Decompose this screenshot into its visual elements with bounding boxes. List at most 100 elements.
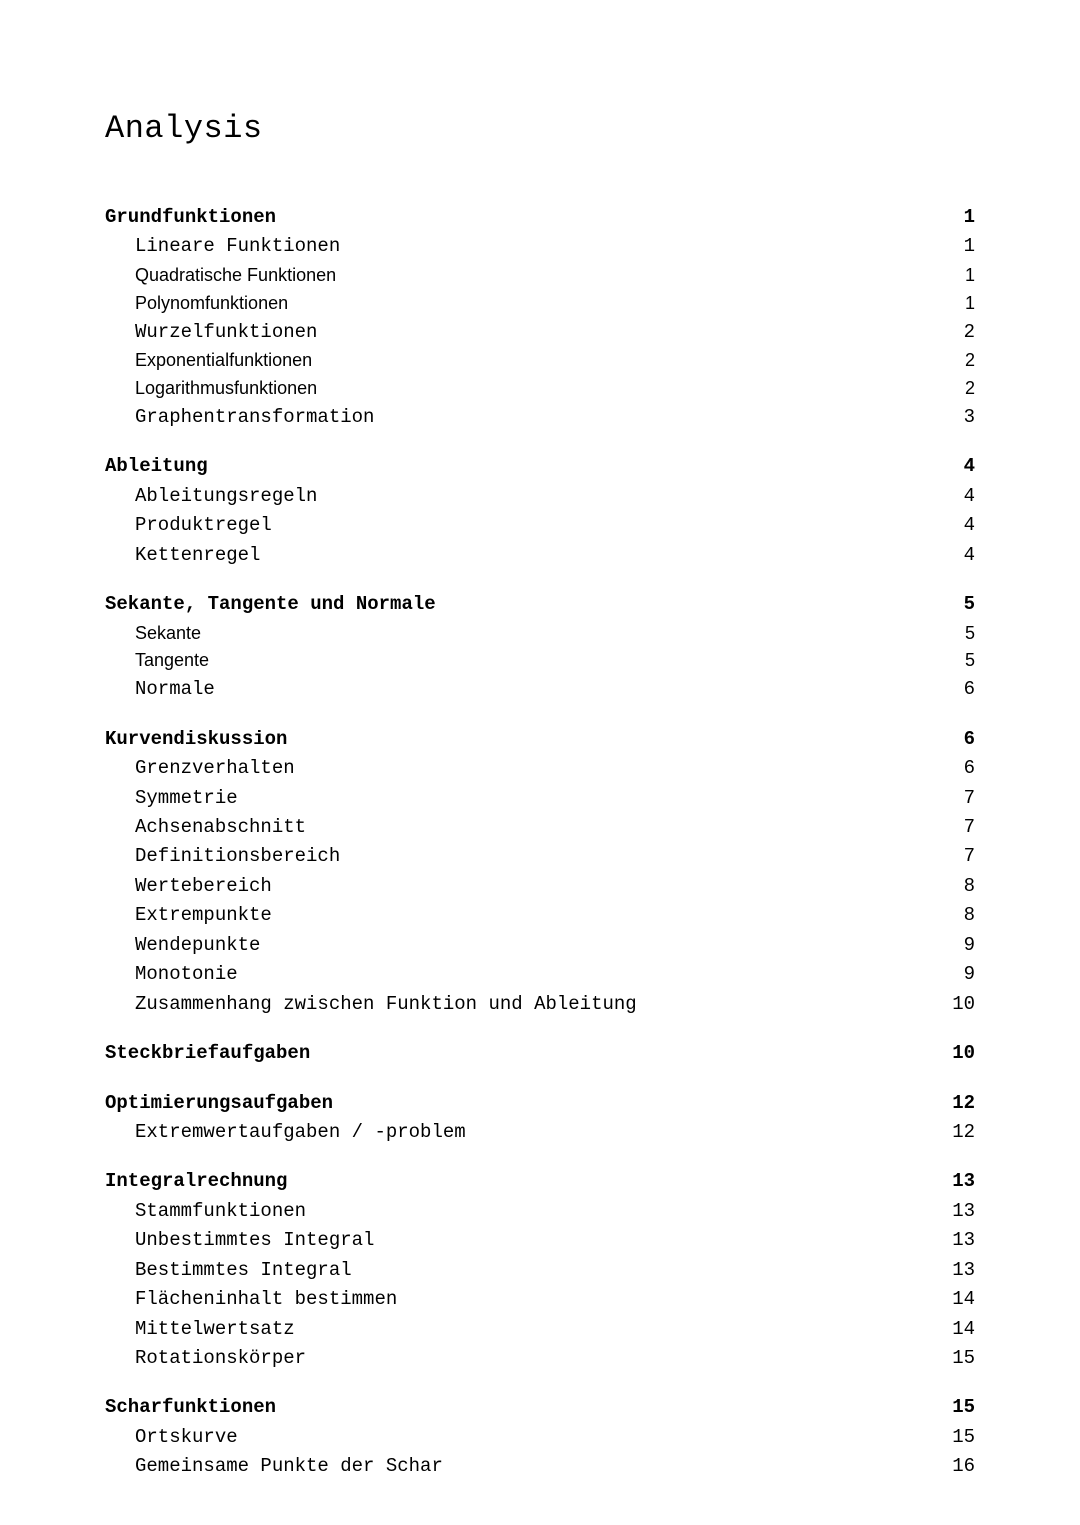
toc-sub-label: Logarithmusfunktionen xyxy=(135,375,935,403)
toc-sub-label: Mittelwertsatz xyxy=(135,1315,935,1344)
toc-sub-label: Stammfunktionen xyxy=(135,1197,935,1226)
toc-sub-row: Ableitungsregeln4 xyxy=(105,482,975,511)
toc-sub-row: Symmetrie7 xyxy=(105,784,975,813)
toc-sub-row: Definitionsbereich7 xyxy=(105,842,975,871)
toc-sub-label: Gemeinsame Punkte der Schar xyxy=(135,1452,935,1481)
toc-sub-label: Ortskurve xyxy=(135,1423,935,1452)
toc-sub-row: Logarithmusfunktionen2 xyxy=(105,375,975,403)
toc-sub-page: 1 xyxy=(935,290,975,318)
table-of-contents: Grundfunktionen1Lineare Funktionen1Quadr… xyxy=(105,203,975,1482)
toc-sub-page: 13 xyxy=(935,1226,975,1255)
toc-sub-page: 4 xyxy=(935,511,975,540)
toc-sub-label: Definitionsbereich xyxy=(135,842,935,871)
toc-sub-page: 9 xyxy=(935,931,975,960)
document-title: Analysis xyxy=(105,110,975,147)
toc-sub-page: 7 xyxy=(935,842,975,871)
toc-heading-label: Scharfunktionen xyxy=(105,1393,935,1422)
toc-sub-row: Sekante5 xyxy=(105,620,975,648)
toc-sub-label: Wendepunkte xyxy=(135,931,935,960)
toc-sub-label: Produktregel xyxy=(135,511,935,540)
toc-sub-page: 1 xyxy=(935,262,975,290)
toc-sub-page: 2 xyxy=(935,375,975,403)
toc-sub-row: Unbestimmtes Integral13 xyxy=(105,1226,975,1255)
toc-sub-row: Graphentransformation3 xyxy=(105,403,975,432)
toc-sub-row: Wurzelfunktionen2 xyxy=(105,318,975,347)
toc-sub-label: Wurzelfunktionen xyxy=(135,318,935,347)
toc-sub-page: 1 xyxy=(935,232,975,261)
toc-sub-row: Grenzverhalten6 xyxy=(105,754,975,783)
toc-sub-row: Achsenabschnitt7 xyxy=(105,813,975,842)
toc-sub-label: Tangente xyxy=(135,647,935,675)
toc-sub-label: Polynomfunktionen xyxy=(135,290,935,318)
toc-sub-page: 7 xyxy=(935,784,975,813)
toc-section: Steckbriefaufgaben10 xyxy=(105,1039,975,1068)
toc-sub-page: 14 xyxy=(935,1285,975,1314)
toc-sub-label: Extremwertaufgaben / -problem xyxy=(135,1118,935,1147)
toc-sub-label: Flächeninhalt bestimmen xyxy=(135,1285,935,1314)
toc-sub-row: Extrempunkte8 xyxy=(105,901,975,930)
toc-heading-page: 1 xyxy=(935,203,975,232)
toc-heading-row: Integralrechnung13 xyxy=(105,1167,975,1196)
toc-sub-label: Quadratische Funktionen xyxy=(135,262,935,290)
toc-heading-page: 10 xyxy=(935,1039,975,1068)
toc-sub-row: Normale6 xyxy=(105,675,975,704)
toc-sub-row: Gemeinsame Punkte der Schar16 xyxy=(105,1452,975,1481)
toc-sub-label: Graphentransformation xyxy=(135,403,935,432)
toc-heading-page: 5 xyxy=(935,590,975,619)
toc-sub-row: Quadratische Funktionen1 xyxy=(105,262,975,290)
toc-sub-page: 13 xyxy=(935,1256,975,1285)
toc-sub-page: 7 xyxy=(935,813,975,842)
toc-heading-page: 4 xyxy=(935,452,975,481)
toc-sub-label: Monotonie xyxy=(135,960,935,989)
toc-heading-row: Kurvendiskussion6 xyxy=(105,725,975,754)
toc-sub-label: Bestimmtes Integral xyxy=(135,1256,935,1285)
toc-heading-label: Ableitung xyxy=(105,452,935,481)
toc-sub-row: Ortskurve15 xyxy=(105,1423,975,1452)
toc-sub-row: Lineare Funktionen1 xyxy=(105,232,975,261)
toc-heading-row: Ableitung4 xyxy=(105,452,975,481)
toc-section: Optimierungsaufgaben12Extremwertaufgaben… xyxy=(105,1089,975,1148)
toc-sub-label: Exponentialfunktionen xyxy=(135,347,935,375)
toc-heading-label: Optimierungsaufgaben xyxy=(105,1089,935,1118)
toc-sub-label: Extrempunkte xyxy=(135,901,935,930)
toc-sub-row: Zusammenhang zwischen Funktion und Ablei… xyxy=(105,990,975,1019)
toc-heading-page: 15 xyxy=(935,1393,975,1422)
toc-heading-page: 6 xyxy=(935,725,975,754)
toc-sub-label: Grenzverhalten xyxy=(135,754,935,783)
toc-heading-label: Sekante, Tangente und Normale xyxy=(105,590,935,619)
toc-sub-row: Flächeninhalt bestimmen14 xyxy=(105,1285,975,1314)
toc-heading-row: Optimierungsaufgaben12 xyxy=(105,1089,975,1118)
toc-sub-row: Extremwertaufgaben / -problem12 xyxy=(105,1118,975,1147)
toc-sub-page: 2 xyxy=(935,347,975,375)
toc-sub-label: Sekante xyxy=(135,620,935,648)
toc-section: Ableitung4Ableitungsregeln4Produktregel4… xyxy=(105,452,975,570)
toc-heading-label: Grundfunktionen xyxy=(105,203,935,232)
toc-section: Grundfunktionen1Lineare Funktionen1Quadr… xyxy=(105,203,975,432)
toc-sub-label: Symmetrie xyxy=(135,784,935,813)
toc-sub-page: 6 xyxy=(935,675,975,704)
toc-sub-page: 5 xyxy=(935,647,975,675)
toc-sub-row: Tangente5 xyxy=(105,647,975,675)
toc-sub-label: Achsenabschnitt xyxy=(135,813,935,842)
toc-heading-label: Steckbriefaufgaben xyxy=(105,1039,935,1068)
toc-sub-label: Rotationskörper xyxy=(135,1344,935,1373)
toc-sub-label: Zusammenhang zwischen Funktion und Ablei… xyxy=(135,990,935,1019)
toc-heading-page: 13 xyxy=(935,1167,975,1196)
toc-sub-page: 8 xyxy=(935,901,975,930)
toc-sub-row: Stammfunktionen13 xyxy=(105,1197,975,1226)
toc-section: Sekante, Tangente und Normale5Sekante5Ta… xyxy=(105,590,975,705)
toc-sub-page: 4 xyxy=(935,541,975,570)
toc-sub-row: Kettenregel4 xyxy=(105,541,975,570)
toc-sub-label: Unbestimmtes Integral xyxy=(135,1226,935,1255)
toc-sub-row: Wertebereich8 xyxy=(105,872,975,901)
toc-sub-page: 4 xyxy=(935,482,975,511)
toc-sub-page: 12 xyxy=(935,1118,975,1147)
toc-section: Kurvendiskussion6Grenzverhalten6Symmetri… xyxy=(105,725,975,1019)
toc-sub-row: Wendepunkte9 xyxy=(105,931,975,960)
toc-heading-label: Integralrechnung xyxy=(105,1167,935,1196)
toc-sub-page: 14 xyxy=(935,1315,975,1344)
toc-sub-label: Kettenregel xyxy=(135,541,935,570)
toc-sub-label: Ableitungsregeln xyxy=(135,482,935,511)
toc-heading-row: Steckbriefaufgaben10 xyxy=(105,1039,975,1068)
toc-sub-row: Monotonie9 xyxy=(105,960,975,989)
